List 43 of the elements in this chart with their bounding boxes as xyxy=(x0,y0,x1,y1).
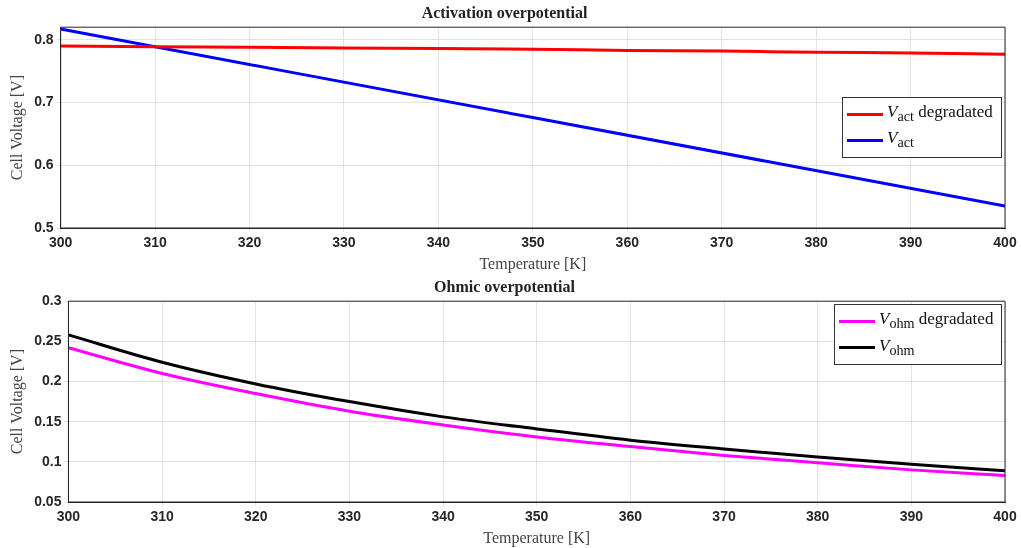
legend-label: V$_{ohm}$ degradated xyxy=(879,308,994,334)
x-tick-label: 370 xyxy=(712,508,736,525)
y-tick-label: 0.3 xyxy=(41,292,62,309)
line-series xyxy=(60,44,1005,56)
y-tick-label: 0.8 xyxy=(34,30,54,47)
chart-title: Ohmic overpotential xyxy=(434,277,576,296)
x-tick-label: 360 xyxy=(615,234,640,251)
x-tick-label: 350 xyxy=(525,508,549,525)
x-tick-label: 390 xyxy=(899,508,924,525)
x-tick-label: 320 xyxy=(237,234,262,251)
x-tick-label: 300 xyxy=(48,234,73,251)
legend-label: V$_{act}$ degradated xyxy=(887,101,993,127)
x-tick-label: 300 xyxy=(56,508,81,525)
x-tick-label: 360 xyxy=(618,508,643,525)
x-tick-label: 310 xyxy=(150,508,174,525)
y-tick-label: 0.7 xyxy=(34,93,54,110)
x-tick-label: 340 xyxy=(426,234,451,251)
chart-title: Activation overpotential xyxy=(421,3,588,22)
x-tick-label: 400 xyxy=(993,508,1017,525)
x-axis-title: Temperature [K] xyxy=(479,254,587,273)
y-tick-label: 0.2 xyxy=(41,372,62,389)
y-tick-label: 0.1 xyxy=(41,452,62,469)
x-tick-label: 350 xyxy=(521,234,545,251)
x-tick-label: 390 xyxy=(898,234,923,251)
y-tick-label: 0.5 xyxy=(34,218,54,235)
legend-label: V$_{act}$ xyxy=(887,128,914,151)
y-tick-label: 0.6 xyxy=(34,156,54,173)
x-tick-label: 370 xyxy=(710,234,734,251)
y-tick-label: 0.05 xyxy=(34,492,62,509)
x-tick-label: 380 xyxy=(804,234,829,251)
y-tick-label: 0.25 xyxy=(34,332,62,349)
x-tick-label: 320 xyxy=(244,508,268,525)
x-axis-title: Temperature [K] xyxy=(483,528,591,547)
x-tick-label: 310 xyxy=(143,234,167,251)
y-tick-label: 0.15 xyxy=(34,412,62,429)
x-tick-label: 330 xyxy=(337,508,362,525)
x-tick-label: 330 xyxy=(332,234,356,251)
legend-label: V$_{ohm}$ xyxy=(879,335,915,358)
y-axis-title: Cell Voltage [V] xyxy=(7,75,26,181)
y-axis-title: Cell Voltage [V] xyxy=(7,349,26,455)
x-tick-label: 400 xyxy=(993,234,1017,251)
x-tick-label: 340 xyxy=(431,508,455,525)
x-tick-label: 380 xyxy=(806,508,830,525)
